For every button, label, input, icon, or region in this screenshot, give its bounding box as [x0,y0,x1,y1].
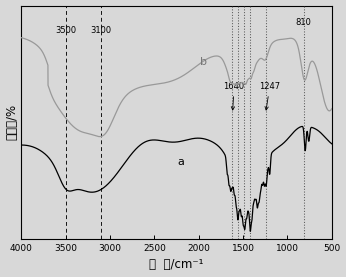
Text: 3100: 3100 [91,25,112,35]
Text: 1640: 1640 [224,82,245,110]
Text: b: b [200,57,207,66]
Y-axis label: 透射率/%: 透射率/% [6,104,19,140]
Text: 1247: 1247 [259,82,280,110]
Text: 3500: 3500 [55,25,76,35]
X-axis label: 波  数/cm⁻¹: 波 数/cm⁻¹ [149,258,204,271]
Text: 810: 810 [295,18,311,27]
Text: a: a [177,157,184,167]
